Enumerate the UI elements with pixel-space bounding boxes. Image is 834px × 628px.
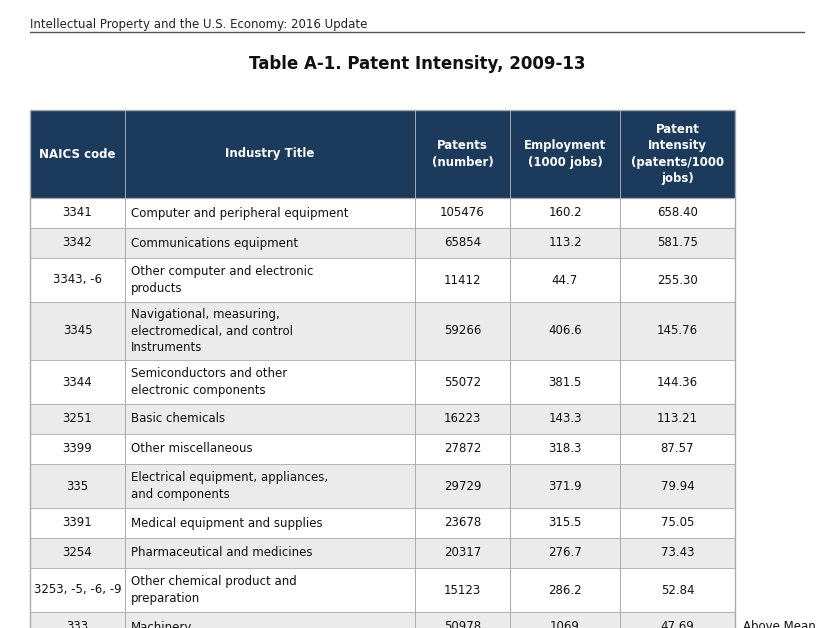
Text: 3254: 3254: [63, 546, 93, 560]
Text: Patent
Intensity
(patents/1000
jobs): Patent Intensity (patents/1000 jobs): [631, 122, 724, 185]
Bar: [30, 464, 735, 508]
Text: Above Mean: Above Mean: [743, 620, 816, 628]
Text: 276.7: 276.7: [548, 546, 582, 560]
Text: Employment
(1000 jobs): Employment (1000 jobs): [524, 139, 606, 169]
Text: Patents
(number): Patents (number): [432, 139, 494, 169]
Text: 315.5: 315.5: [548, 516, 581, 529]
Text: Navigational, measuring,
electromedical, and control
Instruments: Navigational, measuring, electromedical,…: [131, 308, 293, 354]
Bar: [30, 508, 735, 538]
Text: Other miscellaneous: Other miscellaneous: [131, 443, 253, 455]
Text: 20317: 20317: [444, 546, 481, 560]
Text: 255.30: 255.30: [657, 274, 698, 286]
Text: 581.75: 581.75: [657, 237, 698, 249]
Text: Medical equipment and supplies: Medical equipment and supplies: [131, 516, 323, 529]
Text: 144.36: 144.36: [657, 376, 698, 389]
Text: 113.21: 113.21: [657, 413, 698, 426]
Text: 143.3: 143.3: [548, 413, 582, 426]
Text: 44.7: 44.7: [552, 274, 578, 286]
Bar: [30, 404, 735, 434]
Text: 658.40: 658.40: [657, 207, 698, 220]
Bar: [30, 302, 735, 360]
Text: Other chemical product and
preparation: Other chemical product and preparation: [131, 575, 297, 605]
Text: Other computer and electronic
products: Other computer and electronic products: [131, 265, 314, 295]
Text: 29729: 29729: [444, 480, 481, 492]
Bar: [30, 434, 735, 464]
Text: 145.76: 145.76: [657, 325, 698, 337]
Text: 65854: 65854: [444, 237, 481, 249]
Text: 3341: 3341: [63, 207, 93, 220]
Text: Intellectual Property and the U.S. Economy: 2016 Update: Intellectual Property and the U.S. Econo…: [30, 18, 367, 31]
Text: 87.57: 87.57: [661, 443, 694, 455]
Bar: [30, 110, 735, 628]
Bar: [30, 258, 735, 302]
Text: 406.6: 406.6: [548, 325, 582, 337]
Text: 3399: 3399: [63, 443, 93, 455]
Text: 59266: 59266: [444, 325, 481, 337]
Text: 318.3: 318.3: [548, 443, 581, 455]
Text: 75.05: 75.05: [661, 516, 694, 529]
Text: 79.94: 79.94: [661, 480, 695, 492]
Text: 55072: 55072: [444, 376, 481, 389]
Text: 73.43: 73.43: [661, 546, 694, 560]
Text: 3391: 3391: [63, 516, 93, 529]
Bar: [30, 228, 735, 258]
Bar: [30, 198, 735, 228]
Text: 3345: 3345: [63, 325, 93, 337]
Text: 3342: 3342: [63, 237, 93, 249]
Text: 105476: 105476: [440, 207, 485, 220]
Text: 333: 333: [67, 620, 88, 628]
Bar: [30, 110, 735, 198]
Text: Machinery: Machinery: [131, 620, 193, 628]
Text: Computer and peripheral equipment: Computer and peripheral equipment: [131, 207, 349, 220]
Text: 3343, -6: 3343, -6: [53, 274, 102, 286]
Text: Basic chemicals: Basic chemicals: [131, 413, 225, 426]
Text: Semiconductors and other
electronic components: Semiconductors and other electronic comp…: [131, 367, 287, 397]
Text: Industry Title: Industry Title: [225, 148, 314, 161]
Text: 113.2: 113.2: [548, 237, 582, 249]
Bar: [30, 612, 735, 628]
Text: 1069: 1069: [550, 620, 580, 628]
Text: 3253, -5, -6, -9: 3253, -5, -6, -9: [33, 583, 121, 597]
Text: Table A-1. Patent Intensity, 2009-13: Table A-1. Patent Intensity, 2009-13: [249, 55, 585, 73]
Text: 286.2: 286.2: [548, 583, 582, 597]
Bar: [30, 538, 735, 568]
Text: 11412: 11412: [444, 274, 481, 286]
Text: 47.69: 47.69: [661, 620, 695, 628]
Text: 16223: 16223: [444, 413, 481, 426]
Text: NAICS code: NAICS code: [39, 148, 116, 161]
Text: 52.84: 52.84: [661, 583, 694, 597]
Text: 27872: 27872: [444, 443, 481, 455]
Text: 15123: 15123: [444, 583, 481, 597]
Text: Pharmaceutical and medicines: Pharmaceutical and medicines: [131, 546, 313, 560]
Text: 3344: 3344: [63, 376, 93, 389]
Bar: [30, 568, 735, 612]
Text: Electrical equipment, appliances,
and components: Electrical equipment, appliances, and co…: [131, 471, 328, 501]
Text: 160.2: 160.2: [548, 207, 582, 220]
Text: 381.5: 381.5: [548, 376, 581, 389]
Text: 371.9: 371.9: [548, 480, 582, 492]
Text: Communications equipment: Communications equipment: [131, 237, 298, 249]
Text: 50978: 50978: [444, 620, 481, 628]
Text: 335: 335: [67, 480, 88, 492]
Text: 3251: 3251: [63, 413, 93, 426]
Text: 23678: 23678: [444, 516, 481, 529]
Bar: [30, 360, 735, 404]
